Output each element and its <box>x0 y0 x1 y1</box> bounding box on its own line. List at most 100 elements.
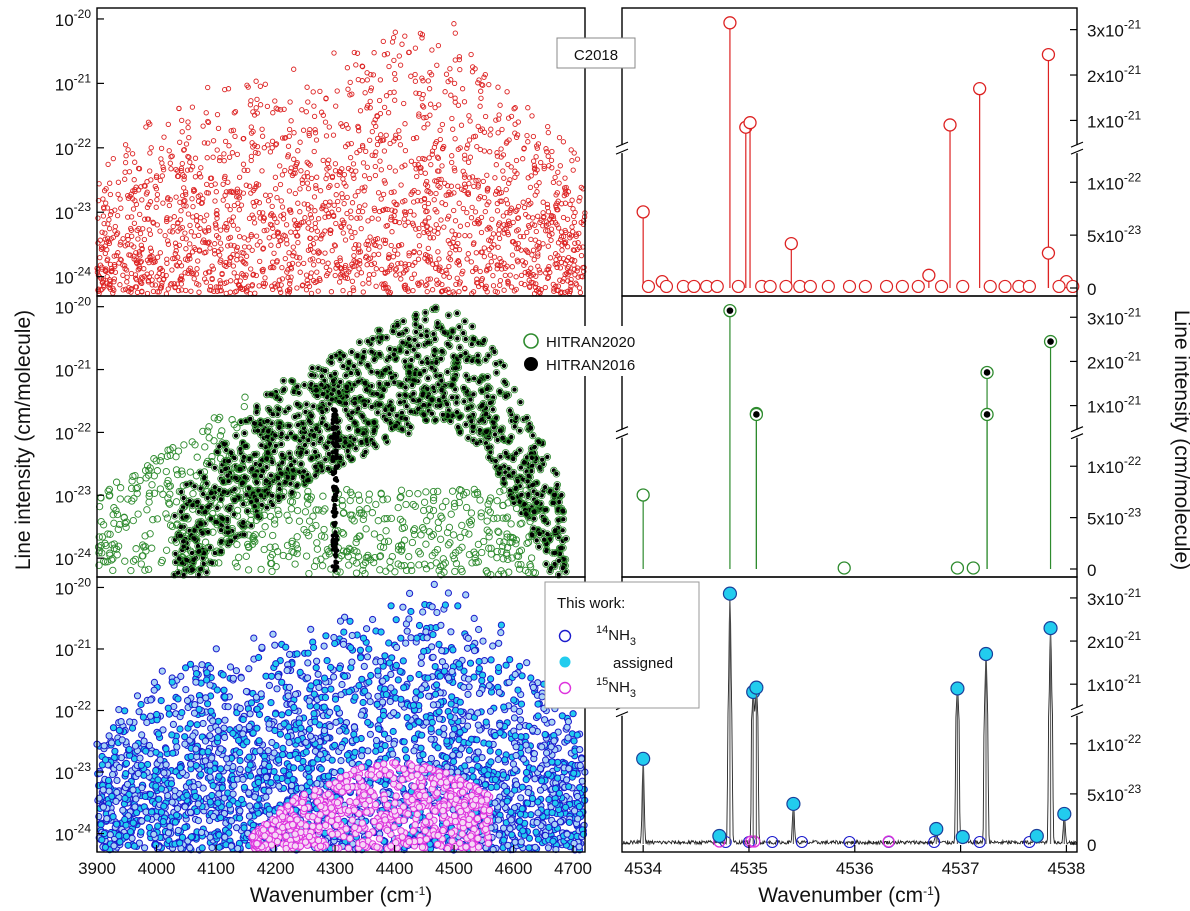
c2018-point <box>569 256 575 263</box>
c2018-point <box>456 288 462 295</box>
c2018-point <box>325 213 332 220</box>
c2018-point <box>375 190 382 196</box>
c2018-point <box>179 117 185 124</box>
c2018-point <box>353 168 359 174</box>
c2018-point <box>347 79 353 86</box>
hitran2020-point <box>439 555 447 563</box>
hitran2016-point <box>401 319 406 324</box>
c2018-point <box>472 209 479 215</box>
c2018-point <box>444 216 451 222</box>
c2018-point <box>326 202 332 208</box>
c2018-point <box>103 200 109 206</box>
c2018-point <box>469 69 476 75</box>
c2018-point <box>577 289 584 296</box>
hitran2016-point <box>212 550 218 556</box>
hitran2016-point <box>454 400 459 405</box>
hitran2016-point <box>421 402 426 407</box>
c2018-point <box>122 266 128 272</box>
hitran2020-point <box>461 528 469 537</box>
c2018-point <box>214 212 220 218</box>
c2018-point <box>528 173 534 179</box>
hitran2020-point <box>500 486 508 494</box>
c2018-point <box>320 231 326 237</box>
c2018-point <box>415 256 422 262</box>
c2018-point <box>259 168 265 174</box>
c2018-point <box>183 236 189 242</box>
hitran2020-point <box>131 555 140 564</box>
hitran2020-point <box>156 457 164 465</box>
c2018-point <box>465 251 471 257</box>
c2018-point <box>490 272 496 279</box>
c2018-point <box>322 214 328 220</box>
c2018-point <box>176 105 182 112</box>
c2018-point <box>412 259 418 266</box>
hitran2016-point <box>461 330 466 336</box>
c2018-point <box>470 64 476 70</box>
c2018-point <box>398 182 404 188</box>
c2018-point <box>276 277 282 283</box>
c2018-point <box>452 218 459 224</box>
hitran2020-point <box>162 546 171 554</box>
c2018-point <box>483 283 489 289</box>
hitran2020-point <box>313 545 322 553</box>
c2018-point <box>375 135 381 142</box>
c2018-point <box>147 231 154 237</box>
c2018-point <box>570 167 576 173</box>
hitran2016-point <box>377 328 382 333</box>
c2018-point <box>416 250 423 256</box>
hitran2020-point <box>455 492 464 500</box>
hitran2020-point <box>405 489 413 498</box>
c2018-point <box>503 186 509 193</box>
c2018-point <box>386 252 392 258</box>
c2018-point <box>578 273 584 280</box>
c2018-point <box>382 280 388 287</box>
hitran2016-point <box>323 457 328 462</box>
c2018-point <box>125 236 131 243</box>
c2018-point <box>198 174 204 180</box>
c2018-point <box>230 214 236 220</box>
c2018-point <box>545 123 551 130</box>
c2018-point <box>485 263 491 269</box>
c2018-point <box>311 194 318 200</box>
c2018-point <box>235 200 241 206</box>
c2018-point <box>410 135 417 142</box>
hitran2016-point <box>200 491 206 497</box>
hitran2020-point <box>158 556 166 565</box>
hitran2020-point <box>241 393 249 401</box>
c2018-point <box>482 113 489 120</box>
c2018-point <box>397 142 404 148</box>
c2018-point <box>411 212 417 218</box>
hitran2016-point <box>408 409 413 414</box>
hitran2020-point <box>507 520 515 528</box>
c2018-point <box>279 276 286 282</box>
c2018-point <box>467 118 473 124</box>
c2018-point <box>528 236 534 243</box>
c2018-point <box>267 264 274 271</box>
c2018-point <box>255 150 261 156</box>
hitran2016-point <box>484 386 490 392</box>
c2018-point <box>113 252 120 259</box>
c2018-point <box>413 90 419 96</box>
c2018-point <box>178 273 185 279</box>
c2018-point <box>167 196 173 203</box>
c2018-point <box>391 57 397 64</box>
hitran2016-point <box>498 454 503 459</box>
hitran2020-point <box>134 510 142 518</box>
c2018-point <box>425 121 431 127</box>
c2018-point <box>249 212 255 218</box>
c2018-point <box>450 126 456 132</box>
c2018-point <box>435 155 442 161</box>
c2018-point <box>100 196 106 202</box>
c2018-point <box>184 167 191 173</box>
hitran2016-point <box>247 457 252 462</box>
c2018-point <box>475 217 481 223</box>
c2018-point <box>230 127 237 133</box>
c2018-point <box>294 285 300 291</box>
hitran2020-point <box>258 530 266 538</box>
c2018-point <box>324 166 330 172</box>
hitran2016-point <box>374 391 380 396</box>
c2018-point <box>228 254 234 260</box>
c2018-point <box>423 282 429 289</box>
c2018-point <box>291 130 297 136</box>
hitran2016-point <box>424 418 429 423</box>
